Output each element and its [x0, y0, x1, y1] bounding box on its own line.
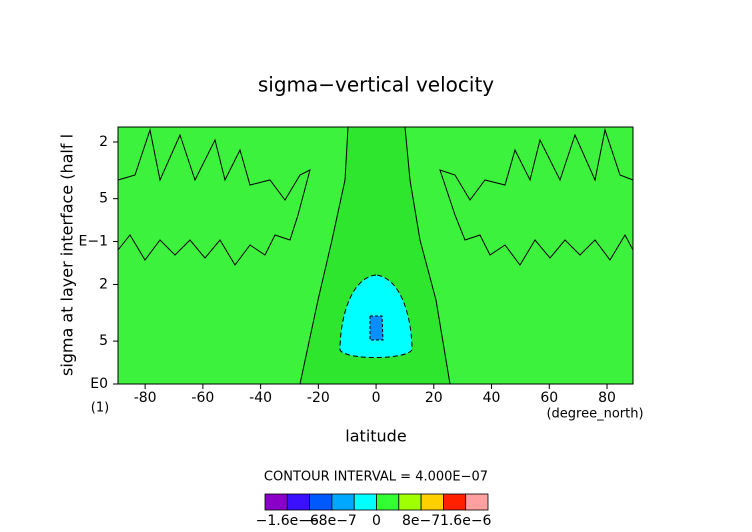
x-tick-label: 0 [372, 390, 381, 406]
y-tick-label: 5 [99, 191, 108, 207]
colorbar-box [442, 493, 467, 511]
x-unit: (degree_north) [546, 407, 643, 422]
x-tick-label: 60 [540, 390, 558, 406]
x-tick-label: -80 [134, 390, 157, 406]
x-axis-label: latitude [345, 427, 406, 446]
y-tick-label: 2 [99, 276, 108, 292]
colorbar-box [465, 493, 489, 511]
plot-frame [117, 126, 634, 385]
colorbar-label: −8e−7 [307, 513, 357, 529]
x-tick-label: -60 [191, 390, 214, 406]
x-tick-label: 40 [483, 390, 501, 406]
colorbar-box [376, 493, 400, 511]
x-tick-label: -20 [307, 390, 330, 406]
colorbar-label: −1.6e−6 [256, 513, 319, 529]
y-tick-label: 2 [99, 134, 108, 150]
colorbar-box [286, 493, 310, 511]
colorbar-box [420, 493, 444, 511]
chart-title: sigma−vertical velocity [258, 73, 494, 97]
colorbar-box [264, 493, 288, 511]
colorbar-box [309, 493, 333, 511]
contour-line [117, 128, 311, 266]
contour-line [404, 126, 451, 385]
contour-interval: CONTOUR INTERVAL = 4.000E−07 [264, 470, 488, 485]
y-tick-label: E−1 [79, 234, 108, 250]
x-tick-label: 20 [425, 390, 443, 406]
colorbar-box [331, 493, 355, 511]
colorbar-label: 0 [372, 513, 381, 529]
y-unit: (1) [91, 401, 109, 416]
field-region [369, 315, 384, 341]
y-axis-label: sigma at layer interface (half l [58, 134, 77, 376]
colorbar-box [353, 493, 377, 511]
contour-line [299, 126, 349, 385]
y-tick-label: E0 [90, 376, 108, 392]
contour-line [339, 274, 413, 358]
colorbar-box [398, 493, 422, 511]
colorbar-label: 1.6e−6 [440, 513, 492, 529]
colorbar-label: 8e−7 [402, 513, 440, 529]
y-tick-label: 5 [99, 333, 108, 349]
field-region [300, 127, 450, 384]
x-tick-label: 80 [598, 390, 616, 406]
contour-line [439, 128, 634, 266]
x-tick-label: -40 [249, 390, 272, 406]
field [117, 126, 634, 385]
